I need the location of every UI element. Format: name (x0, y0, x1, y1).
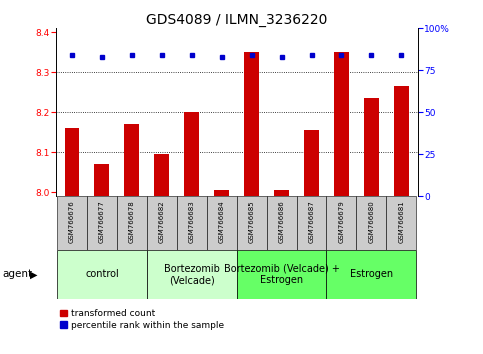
Bar (297, 196, 327, 250)
Text: ▶: ▶ (30, 269, 38, 279)
Text: GSM766682: GSM766682 (159, 201, 165, 243)
Text: GSM766677: GSM766677 (99, 201, 105, 244)
Title: GDS4089 / ILMN_3236220: GDS4089 / ILMN_3236220 (146, 13, 327, 27)
Bar (185, 113, 199, 196)
Bar (327, 250, 416, 299)
Bar (147, 196, 177, 250)
Bar (356, 196, 386, 250)
Bar (207, 196, 237, 250)
Text: GSM766683: GSM766683 (189, 201, 195, 244)
Bar (57, 250, 147, 299)
Bar (65, 129, 80, 196)
Bar (57, 196, 87, 250)
Bar (95, 165, 110, 196)
Bar (244, 52, 259, 196)
Bar (155, 154, 170, 196)
Text: Bortezomib (Velcade) +
Estrogen: Bortezomib (Velcade) + Estrogen (224, 263, 340, 285)
Bar (237, 196, 267, 250)
Bar (334, 52, 349, 196)
Bar (125, 124, 140, 196)
Text: GSM766678: GSM766678 (129, 201, 135, 244)
Text: GSM766687: GSM766687 (309, 201, 314, 244)
Bar (87, 196, 117, 250)
Text: GSM766679: GSM766679 (339, 201, 344, 244)
Text: GSM766684: GSM766684 (219, 201, 225, 243)
Bar (267, 196, 297, 250)
Bar (274, 190, 289, 196)
Text: agent: agent (2, 269, 32, 279)
Text: Bortezomib
(Velcade): Bortezomib (Velcade) (164, 263, 220, 285)
Legend: transformed count, percentile rank within the sample: transformed count, percentile rank withi… (60, 309, 224, 330)
Bar (117, 196, 147, 250)
Bar (304, 130, 319, 196)
Bar (394, 86, 409, 196)
Text: GSM766686: GSM766686 (279, 201, 284, 244)
Bar (214, 190, 229, 196)
Bar (147, 250, 237, 299)
Bar (386, 196, 416, 250)
Text: control: control (85, 269, 119, 279)
Text: GSM766680: GSM766680 (369, 201, 374, 244)
Bar (177, 196, 207, 250)
Bar (364, 98, 379, 196)
Bar (327, 196, 356, 250)
Text: Estrogen: Estrogen (350, 269, 393, 279)
Text: GSM766676: GSM766676 (69, 201, 75, 244)
Bar (237, 250, 327, 299)
Text: GSM766685: GSM766685 (249, 201, 255, 243)
Text: GSM766681: GSM766681 (398, 201, 404, 244)
